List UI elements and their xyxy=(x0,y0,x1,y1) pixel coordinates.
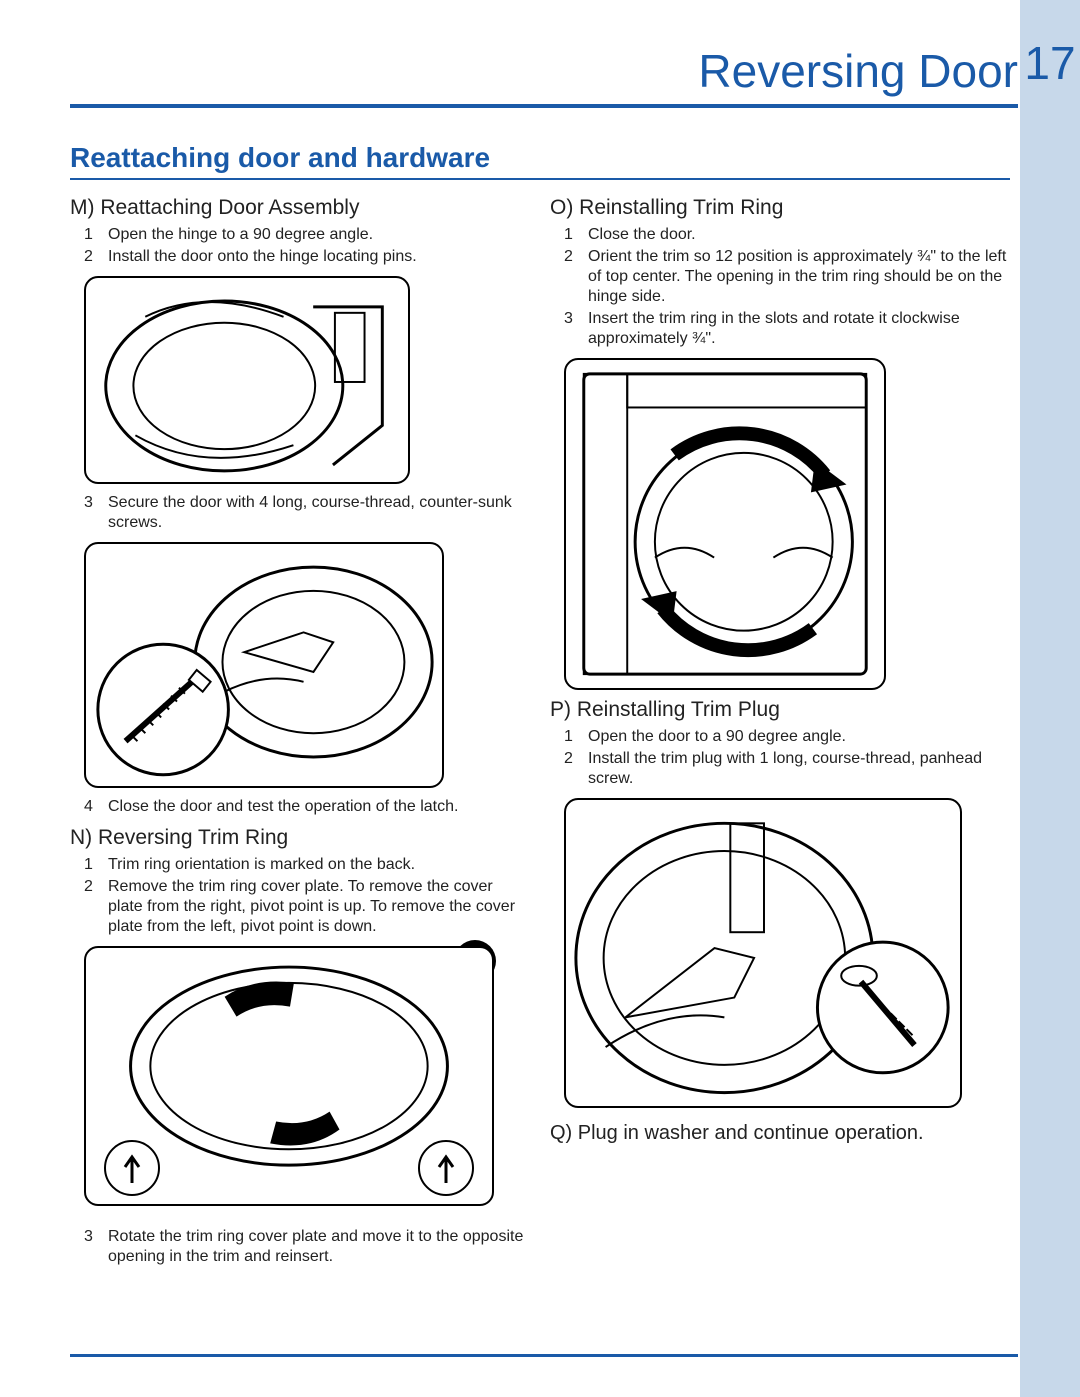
step-text: Install the trim plug with 1 long, cours… xyxy=(588,749,1010,789)
subhead-o: O) Reinstalling Trim Ring xyxy=(550,196,1010,220)
secure-door-illustration-icon xyxy=(86,542,442,788)
section-title: Reattaching door and hardware xyxy=(70,142,1010,180)
step-text: Insert the trim ring in the slots and ro… xyxy=(588,309,1010,349)
step-number: 2 xyxy=(84,877,98,937)
steps-m-a: 1 Open the hinge to a 90 degree angle. 2I… xyxy=(70,224,530,268)
step-text: Close the door and test the operation of… xyxy=(108,797,458,817)
step-number: 3 xyxy=(84,1227,98,1267)
list-item: 3Rotate the trim ring cover plate and mo… xyxy=(70,1226,530,1268)
washer-rotate-ring-icon xyxy=(566,358,884,690)
step-text: Orient the trim so 12 position is approx… xyxy=(588,247,1010,307)
step-text: Trim ring orientation is marked on the b… xyxy=(108,855,415,875)
list-item: 3Insert the trim ring in the slots and r… xyxy=(550,308,1010,350)
subhead-m: M) Reattaching Door Assembly xyxy=(70,196,530,220)
figure-p xyxy=(564,798,962,1108)
bottom-rule xyxy=(70,1354,1018,1357)
steps-o: 1 Close the door. 2Orient the trim so 12 … xyxy=(550,224,1010,350)
step-number: 3 xyxy=(564,309,578,349)
list-item: 1 Close the door. xyxy=(550,224,1010,246)
steps-m-b: 3Secure the door with 4 long, course-thr… xyxy=(70,492,530,534)
content-area: Reattaching door and hardware M) Reattac… xyxy=(70,142,1010,1276)
up-arrow-right-icon xyxy=(418,1140,474,1196)
figure-n xyxy=(84,946,494,1206)
step-text: Install the door onto the hinge locating… xyxy=(108,247,417,267)
step-number: 2 xyxy=(84,247,98,267)
left-column: M) Reattaching Door Assembly 1 Open the h… xyxy=(70,190,530,1276)
header-title: Reversing Door xyxy=(698,44,1018,98)
steps-n-b: 3Rotate the trim ring cover plate and mo… xyxy=(70,1226,530,1268)
figure-m2 xyxy=(84,542,444,788)
figure-n-wrap: UP xyxy=(84,946,502,1218)
list-item: 1 Open the door to a 90 degree angle. xyxy=(550,726,1010,748)
step-number: 3 xyxy=(84,493,98,533)
subhead-n: N) Reversing Trim Ring xyxy=(70,826,530,850)
step-number: 4 xyxy=(84,797,98,817)
step-text: Secure the door with 4 long, course-thre… xyxy=(108,493,530,533)
step-number: 2 xyxy=(564,247,578,307)
side-stripe xyxy=(1020,0,1080,1397)
list-item: 4 Close the door and test the operation o… xyxy=(70,796,530,818)
step-text: Open the hinge to a 90 degree angle. xyxy=(108,225,373,245)
step-text: Open the door to a 90 degree angle. xyxy=(588,727,846,747)
step-text: Remove the trim ring cover plate. To rem… xyxy=(108,877,530,937)
right-column: O) Reinstalling Trim Ring 1 Close the doo… xyxy=(550,190,1010,1276)
step-number: 1 xyxy=(564,727,578,747)
page-header: Reversing Door xyxy=(70,44,1018,108)
subhead-p: P) Reinstalling Trim Plug xyxy=(550,698,1010,722)
step-q: Q) Plug in washer and continue operation… xyxy=(550,1122,1010,1145)
step-number: 1 xyxy=(84,855,98,875)
step-number: 1 xyxy=(564,225,578,245)
step-number: 1 xyxy=(84,225,98,245)
steps-m-c: 4 Close the door and test the operation o… xyxy=(70,796,530,818)
list-item: 2Orient the trim so 12 position is appro… xyxy=(550,246,1010,308)
door-hinge-illustration-icon xyxy=(86,276,408,484)
two-column-layout: M) Reattaching Door Assembly 1 Open the h… xyxy=(70,190,1010,1276)
manual-page: 17 Reversing Door Reattaching door and h… xyxy=(0,0,1080,1397)
step-text: Close the door. xyxy=(588,225,696,245)
list-item: 2Remove the trim ring cover plate. To re… xyxy=(70,876,530,938)
page-number: 17 xyxy=(1020,36,1080,90)
step-text: Rotate the trim ring cover plate and mov… xyxy=(108,1227,530,1267)
figure-o xyxy=(564,358,886,690)
trim-plug-screw-icon xyxy=(566,798,960,1108)
list-item: 2Install the trim plug with 1 long, cour… xyxy=(550,748,1010,790)
figure-m1 xyxy=(84,276,410,484)
steps-p: 1 Open the door to a 90 degree angle. 2In… xyxy=(550,726,1010,790)
list-item: 1 Trim ring orientation is marked on the … xyxy=(70,854,530,876)
list-item: 1 Open the hinge to a 90 degree angle. xyxy=(70,224,530,246)
list-item: 3Secure the door with 4 long, course-thr… xyxy=(70,492,530,534)
up-arrow-left-icon xyxy=(104,1140,160,1196)
list-item: 2 Install the door onto the hinge locatin… xyxy=(70,246,530,268)
step-number: 2 xyxy=(564,749,578,789)
steps-n-a: 1 Trim ring orientation is marked on the … xyxy=(70,854,530,938)
